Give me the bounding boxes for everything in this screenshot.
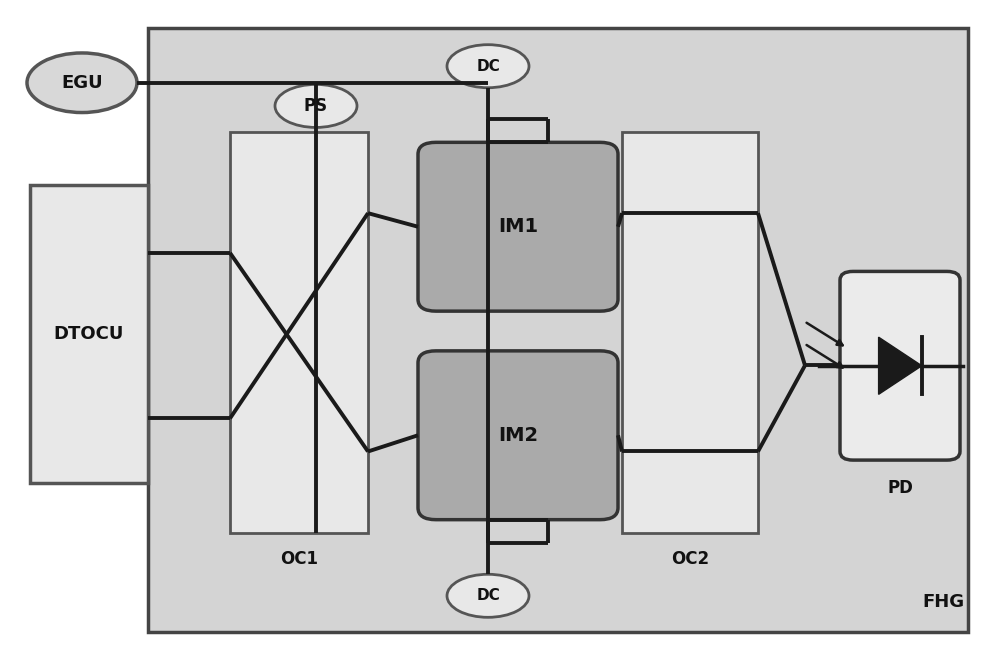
Text: PS: PS [304,97,328,115]
Text: FHG: FHG [922,593,964,612]
Text: DC: DC [476,59,500,73]
Text: OC1: OC1 [280,550,318,569]
Text: OC2: OC2 [671,550,709,569]
Ellipse shape [27,53,137,113]
Ellipse shape [447,44,529,87]
FancyBboxPatch shape [622,132,758,533]
Ellipse shape [275,85,357,128]
Text: IM1: IM1 [498,217,538,236]
Text: PD: PD [887,479,913,497]
Text: DTOCU: DTOCU [54,325,124,344]
FancyBboxPatch shape [418,142,618,311]
Polygon shape [879,337,922,395]
Ellipse shape [447,574,529,617]
FancyBboxPatch shape [30,185,148,483]
FancyBboxPatch shape [148,28,968,632]
Text: EGU: EGU [61,73,103,92]
FancyBboxPatch shape [418,351,618,520]
Text: IM2: IM2 [498,426,538,445]
Text: DC: DC [476,589,500,603]
FancyBboxPatch shape [840,271,960,460]
FancyBboxPatch shape [230,132,368,533]
